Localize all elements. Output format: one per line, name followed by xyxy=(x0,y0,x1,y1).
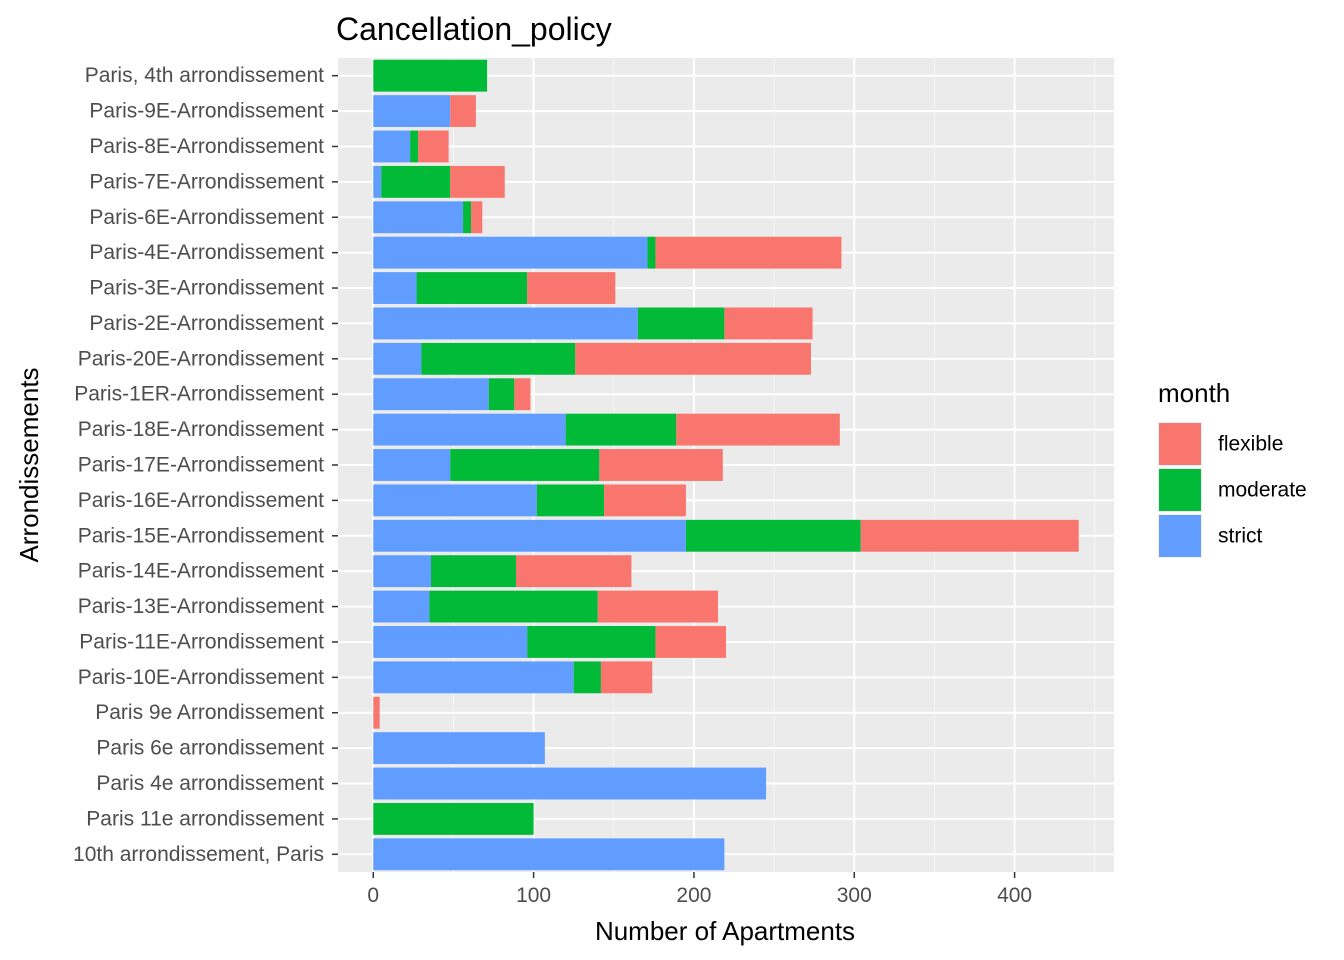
bar-strict xyxy=(373,236,648,269)
bar-strict xyxy=(373,413,566,446)
bar-flexible xyxy=(515,555,632,588)
legend-swatch-moderate xyxy=(1159,469,1201,511)
bar-moderate xyxy=(527,626,656,658)
x-axis: 0 100 200 300 400 xyxy=(367,872,1032,907)
bar-moderate xyxy=(410,130,419,163)
y-tick-label: Paris-4E-Arrondissement xyxy=(89,241,324,264)
y-tick-label: Paris-2E-Arrondissement xyxy=(89,312,324,335)
y-tick-label: 10th arrondissement, Paris xyxy=(73,843,324,866)
y-axis: 10th arrondissement, Paris Paris 11e arro… xyxy=(73,64,338,866)
bar-moderate xyxy=(381,165,451,198)
bar-flexible xyxy=(655,626,726,658)
y-tick-label: Paris-9E-Arrondissement xyxy=(89,100,324,123)
y-tick-label: Paris-3E-Arrondissement xyxy=(89,277,324,300)
bar-flexible xyxy=(373,696,380,729)
y-tick-label: Paris-6E-Arrondissement xyxy=(89,206,324,229)
y-tick-label: Paris-15E-Arrondissement xyxy=(78,524,324,547)
bar-flexible xyxy=(597,590,718,623)
bar-strict xyxy=(373,378,489,411)
bar-strict xyxy=(373,165,382,198)
x-tick-label: 0 xyxy=(367,884,379,907)
bar-strict xyxy=(373,201,464,234)
bars xyxy=(373,59,1079,871)
y-axis-title: Arrondissements xyxy=(14,367,44,562)
y-tick-label: Paris-16E-Arrondissement xyxy=(78,489,324,512)
x-tick-label: 100 xyxy=(516,884,551,907)
bar-strict xyxy=(373,519,686,552)
bar-strict xyxy=(373,272,417,304)
bar-moderate xyxy=(430,555,516,588)
bar-flexible xyxy=(527,272,616,304)
y-tick-label: Paris 9e Arrondissement xyxy=(95,701,324,724)
y-tick-label: Paris-18E-Arrondissement xyxy=(78,418,324,441)
bar-flexible xyxy=(450,95,476,128)
y-tick-label: Paris-11E-Arrondissement xyxy=(79,630,324,653)
bar-moderate xyxy=(647,236,656,269)
bar-strict xyxy=(373,555,431,588)
bar-strict xyxy=(373,626,528,658)
bar-strict xyxy=(373,484,537,517)
legend: month flexible moderate strict xyxy=(1158,378,1307,558)
bar-flexible xyxy=(471,201,483,234)
bar-strict xyxy=(373,590,430,623)
legend-swatch-flexible xyxy=(1159,423,1201,465)
bar-flexible xyxy=(514,378,531,411)
x-tick-label: 300 xyxy=(837,884,872,907)
y-tick-label: Paris-20E-Arrondissement xyxy=(78,347,324,370)
bar-moderate xyxy=(488,378,515,411)
bar-flexible xyxy=(599,449,723,481)
bar-moderate xyxy=(373,59,488,92)
bar-flexible xyxy=(724,307,813,340)
legend-label-moderate: moderate xyxy=(1218,479,1307,502)
legend-title: month xyxy=(1158,378,1230,408)
bar-strict xyxy=(373,661,574,694)
bar-moderate xyxy=(463,201,472,234)
bar-strict xyxy=(373,449,451,481)
x-tick-label: 400 xyxy=(997,884,1032,907)
y-tick-label: Paris-14E-Arrondissement xyxy=(78,560,324,583)
bar-strict xyxy=(373,95,451,128)
bar-moderate xyxy=(429,590,598,623)
bar-moderate xyxy=(416,272,528,304)
x-tick-label: 200 xyxy=(676,884,711,907)
legend-label-strict: strict xyxy=(1218,525,1262,548)
bar-flexible xyxy=(604,484,686,517)
bar-flexible xyxy=(600,661,653,694)
bar-moderate xyxy=(450,449,600,481)
bar-flexible xyxy=(418,130,449,163)
bar-strict xyxy=(373,342,422,375)
bar-flexible xyxy=(655,236,842,269)
bar-strict xyxy=(373,130,411,163)
bar-strict xyxy=(373,767,767,800)
bar-moderate xyxy=(637,307,725,340)
legend-label-flexible: flexible xyxy=(1218,433,1283,456)
y-tick-label: Paris, 4th arrondissement xyxy=(85,64,324,87)
bar-strict xyxy=(373,307,638,340)
legend-swatch-strict xyxy=(1159,515,1201,557)
y-tick-label: Paris 6e arrondissement xyxy=(96,737,324,760)
bar-flexible xyxy=(575,342,811,375)
bar-moderate xyxy=(421,342,576,375)
bar-flexible xyxy=(676,413,840,446)
bar-flexible xyxy=(860,519,1079,552)
y-tick-label: Paris-13E-Arrondissement xyxy=(78,595,324,618)
bar-flexible xyxy=(450,165,505,198)
chart-title: Cancellation_policy xyxy=(336,11,612,47)
bar-moderate xyxy=(565,413,677,446)
bar-moderate xyxy=(536,484,605,517)
bar-strict xyxy=(373,732,545,765)
y-tick-label: Paris-8E-Arrondissement xyxy=(89,135,324,158)
bar-moderate xyxy=(373,802,534,835)
y-tick-label: Paris-17E-Arrondissement xyxy=(78,454,324,477)
y-tick-label: Paris-1ER-Arrondissement xyxy=(74,383,324,406)
y-tick-label: Paris-7E-Arrondissement xyxy=(89,170,324,193)
x-axis-title: Number of Apartments xyxy=(595,916,855,946)
bar-strict xyxy=(373,838,725,871)
bar-moderate xyxy=(573,661,601,694)
y-tick-label: Paris-10E-Arrondissement xyxy=(78,666,324,689)
bar-moderate xyxy=(685,519,861,552)
y-tick-label: Paris 11e arrondissement xyxy=(86,807,324,830)
y-tick-label: Paris 4e arrondissement xyxy=(96,772,324,795)
